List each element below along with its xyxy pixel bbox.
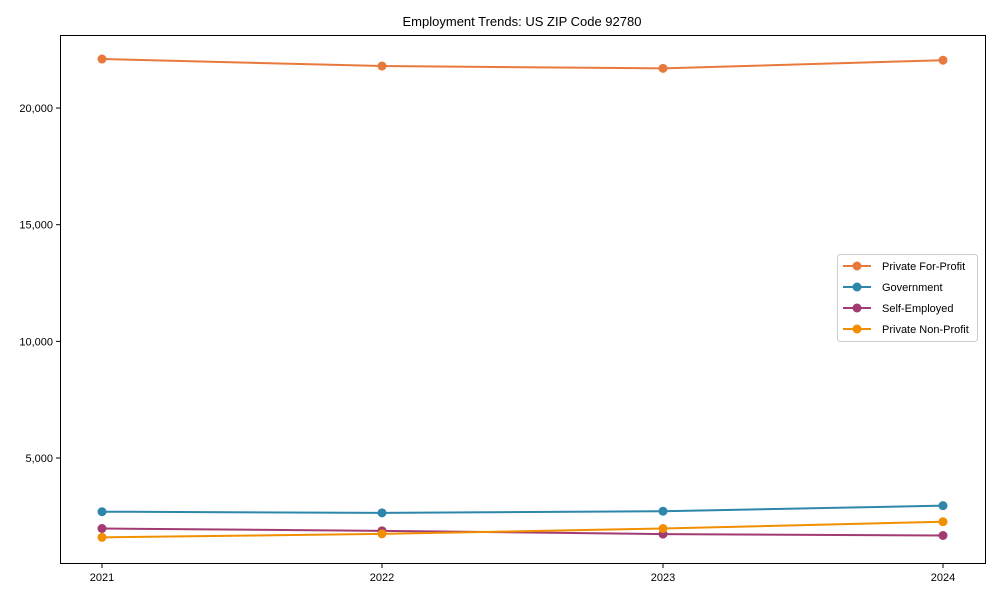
legend-item: Self-Employed	[843, 303, 954, 315]
x-tick-label: 2024	[931, 572, 955, 584]
series-line	[101, 527, 944, 537]
data-point-marker	[377, 61, 387, 71]
series-private-non-profit	[97, 517, 948, 542]
series-line	[101, 504, 944, 514]
data-point-marker	[97, 507, 107, 517]
legend-marker-icon	[852, 282, 862, 292]
series-government	[97, 501, 948, 518]
data-point-marker	[377, 508, 387, 518]
legend-label: Government	[882, 282, 943, 294]
data-point-marker	[97, 532, 107, 542]
legend-marker-icon	[852, 324, 862, 334]
legend-marker-icon	[852, 261, 862, 271]
y-axis: 5,000 10,000 15,000 20,000	[19, 103, 61, 465]
y-tick-label: 5,000	[25, 453, 53, 465]
legend-item: Government	[843, 282, 943, 294]
series-line	[101, 520, 944, 539]
data-point-marker	[938, 501, 948, 511]
plot-area	[60, 35, 986, 564]
y-tick-label: 20,000	[19, 103, 53, 115]
legend: Private For-Profit Government Self-Employe…	[837, 254, 978, 342]
legend-label: Self-Employed	[882, 303, 954, 315]
data-point-marker	[938, 55, 948, 65]
y-tick-label: 10,000	[19, 336, 53, 348]
x-tick-label: 2022	[370, 572, 394, 584]
legend-item: Private For-Profit	[843, 261, 965, 273]
legend-marker-icon	[852, 303, 862, 313]
data-point-marker	[377, 529, 387, 539]
x-tick-label: 2021	[90, 572, 114, 584]
y-tick-label: 15,000	[19, 220, 53, 232]
series-private-for-profit	[97, 54, 948, 73]
legend-item: Private Non-Profit	[843, 324, 969, 336]
x-tick-label: 2023	[651, 572, 675, 584]
data-point-marker	[938, 531, 948, 540]
data-point-marker	[97, 524, 107, 533]
data-point-marker	[938, 517, 948, 527]
legend-label: Private For-Profit	[882, 261, 965, 273]
data-point-marker	[658, 524, 668, 533]
chart-title: Employment Trends: US ZIP Code 92780	[403, 14, 642, 29]
x-axis: 2021 2022 2023 2024	[90, 563, 955, 584]
data-point-marker	[658, 63, 668, 73]
series-lines	[97, 54, 948, 542]
data-point-marker	[658, 506, 668, 516]
legend-box	[837, 254, 978, 342]
data-point-marker	[97, 54, 107, 64]
legend-label: Private Non-Profit	[882, 324, 969, 336]
series-line	[101, 58, 944, 70]
